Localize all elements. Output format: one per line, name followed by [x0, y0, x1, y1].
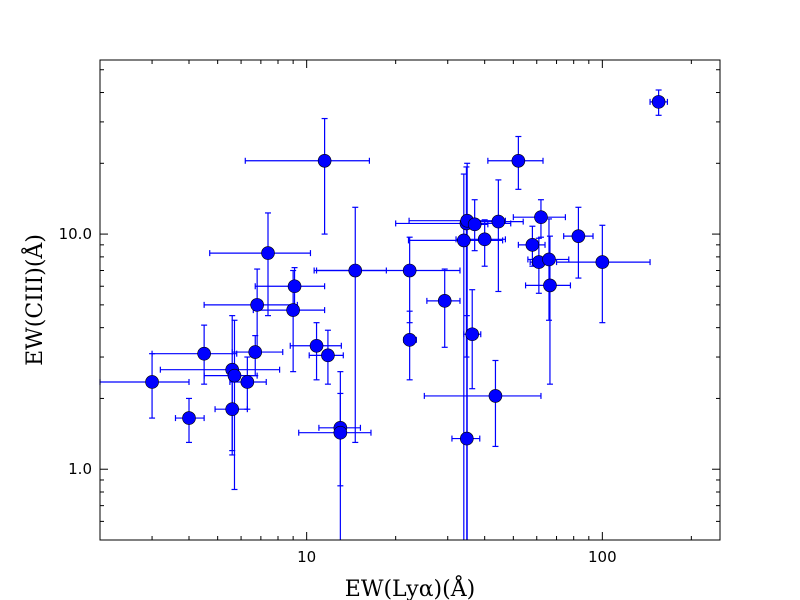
data-point: [571, 229, 586, 243]
data-point: [543, 278, 557, 293]
errorbar: [244, 117, 371, 235]
errorbar: [318, 371, 362, 540]
data-point: [250, 298, 264, 312]
errorbar: [408, 162, 506, 540]
errorbar: [315, 236, 461, 324]
ticks-layer: 10 100 1.0 10.0: [59, 60, 720, 566]
data-point: [525, 238, 540, 252]
errorbar: [159, 315, 281, 452]
data-point: [240, 375, 255, 389]
data-point: [309, 338, 324, 353]
data-point: [491, 214, 506, 229]
data-point: [317, 153, 332, 168]
errorbars-layer: [99, 89, 669, 540]
errorbar: [555, 224, 651, 324]
data-point: [333, 425, 348, 440]
data-point: [182, 411, 196, 425]
data-point: [287, 279, 302, 294]
x-tick-label: 10: [297, 548, 316, 566]
data-point: [595, 255, 610, 269]
data-point: [459, 431, 474, 446]
data-point: [197, 346, 211, 361]
errorbar: [423, 359, 542, 448]
data-point: [227, 368, 242, 383]
errorbar: [527, 218, 570, 321]
data-point: [542, 252, 556, 267]
x-tick-label: 100: [588, 548, 617, 566]
data-point: [437, 294, 452, 308]
errorbar: [407, 173, 504, 540]
y-tick-label: 1.0: [68, 460, 92, 478]
data-point: [465, 327, 480, 342]
data-point: [511, 153, 526, 168]
data-point: [534, 210, 548, 224]
data-point: [286, 303, 300, 317]
data-point: [261, 246, 275, 260]
data-point: [321, 348, 335, 363]
errorbar: [426, 268, 461, 348]
data-point: [145, 375, 159, 389]
errorbar: [99, 353, 190, 419]
errorbar: [313, 206, 387, 444]
errorbar: [451, 315, 481, 540]
y-axis-label: EW(CIII)(Å): [20, 234, 48, 366]
data-point: [248, 345, 263, 359]
errorbar: [214, 379, 248, 456]
plot-frame: [99, 59, 721, 541]
data-point: [225, 402, 240, 416]
data-point: [488, 389, 503, 403]
errorbar: [203, 268, 298, 355]
data-point: [402, 333, 417, 347]
data-point: [651, 95, 666, 109]
errorbar: [209, 212, 312, 317]
data-point: [477, 232, 492, 247]
y-tick-label: 10.0: [59, 225, 92, 243]
errorbar: [395, 166, 512, 358]
markers-layer: [145, 95, 666, 446]
data-point: [467, 217, 482, 232]
x-axis-label: EW(Lyα)(Å): [345, 574, 475, 600]
data-point: [457, 233, 471, 248]
errorbar: [298, 392, 372, 487]
data-point: [348, 263, 363, 278]
data-point: [402, 263, 417, 278]
